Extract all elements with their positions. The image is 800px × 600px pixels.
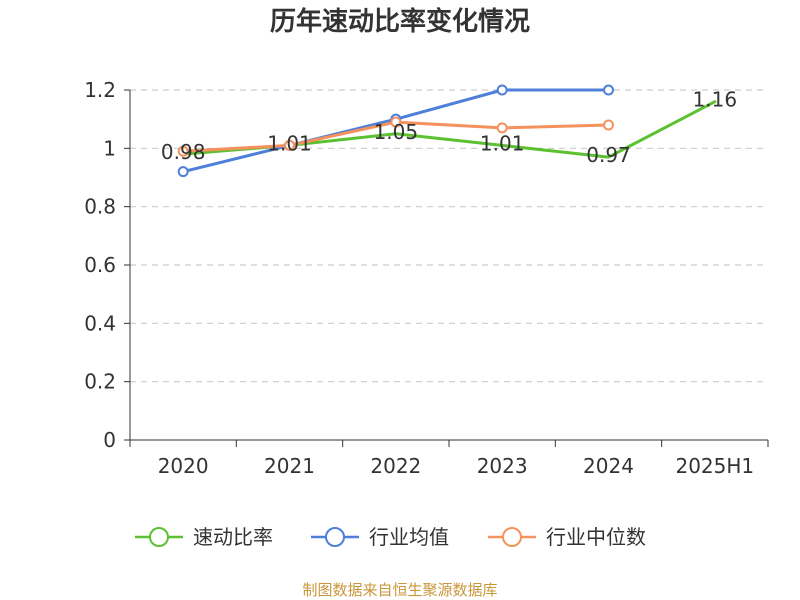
legend-icon-circle (325, 527, 345, 547)
source-note: 制图数据来自恒生聚源数据库 (302, 581, 498, 599)
data-label: 1.16 (693, 88, 738, 112)
data-point-industry-median (177, 145, 189, 157)
y-tick-label: 0.2 (84, 370, 116, 394)
x-tick-label: 2020 (158, 454, 209, 478)
x-tick-label: 2023 (477, 454, 528, 478)
data-label: 1.01 (480, 131, 525, 155)
legend-label: 速动比率 (193, 525, 273, 549)
legend-icon-circle (149, 527, 169, 547)
data-point-industry-median (603, 119, 614, 131)
grid-lines (130, 89, 768, 383)
data-point-industry-mean (496, 84, 508, 96)
y-tick-label: 1.2 (84, 78, 116, 102)
legend-item-industry-median[interactable]: 行业中位数 (488, 525, 646, 549)
axes: 0 0.2 0.4 0.6 0.8 1 1.2 2020 2021 2022 2023 2024 202… (84, 78, 769, 478)
series-markers (177, 84, 614, 178)
y-tick-label: 1 (103, 136, 116, 160)
legend-item-industry-mean[interactable]: 行业均值 (311, 525, 449, 549)
y-tick-label: 0 (103, 428, 116, 452)
data-label: 0.98 (161, 140, 206, 164)
legend-line-circle-icon (135, 527, 183, 547)
data-label: 0.97 (586, 143, 631, 167)
legend-line-circle-icon (488, 527, 536, 547)
data-labels: 0.98 1.01 1.05 1.01 0.97 1.16 (161, 88, 737, 167)
data-point-industry-median (390, 116, 402, 128)
legend-item-quick-ratio[interactable]: 速动比率 (135, 525, 273, 549)
data-point-industry-median (284, 139, 295, 151)
legend-label: 行业中位数 (546, 525, 646, 549)
x-tick-label: 2022 (370, 454, 421, 478)
x-tick-label: 2021 (264, 454, 315, 478)
chart-title: 历年速动比率变化情况 (269, 7, 530, 37)
data-point-industry-mean (603, 84, 614, 96)
x-tick-label: 2024 (583, 454, 634, 478)
data-label: 1.05 (374, 120, 419, 144)
legend-line-circle-icon (311, 527, 359, 547)
y-tick-label: 0.4 (84, 311, 116, 335)
y-tick-label: 0.6 (84, 253, 116, 277)
data-point-industry-median (496, 122, 508, 134)
data-point-industry-mean (177, 166, 189, 178)
x-tick-label: 2025H1 (675, 454, 754, 478)
legend: 速动比率 行业均值 行业中位数 (135, 525, 646, 549)
legend-icon-circle (502, 527, 522, 547)
y-tick-label: 0.8 (84, 195, 116, 219)
data-label: 1.01 (267, 131, 312, 155)
legend-label: 行业均值 (369, 525, 449, 549)
series-lines (181, 88, 717, 174)
